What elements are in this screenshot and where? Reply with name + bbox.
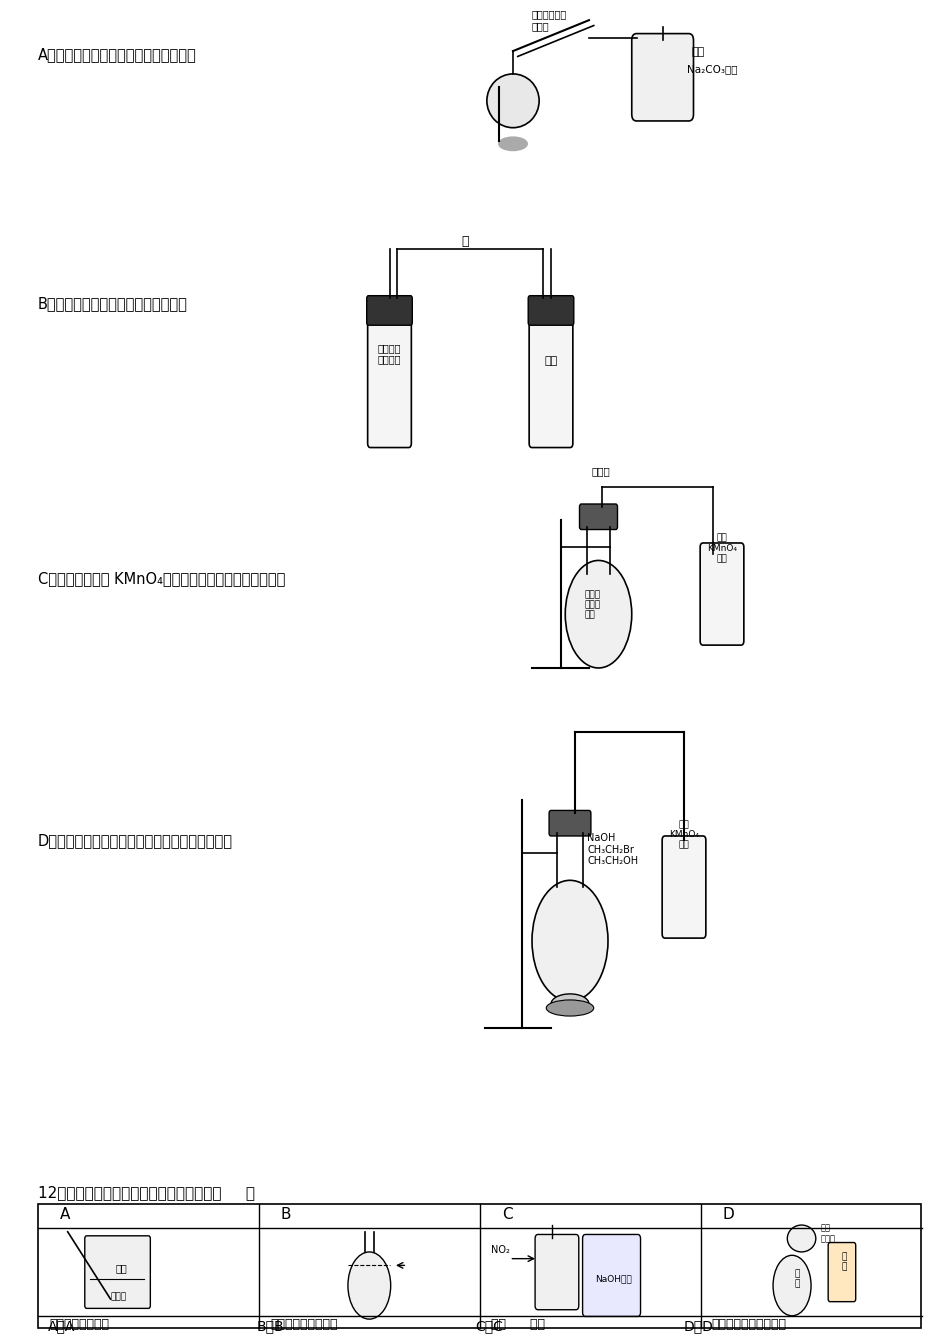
FancyBboxPatch shape [367,296,412,325]
Ellipse shape [788,1226,816,1253]
Text: 配制一定浓度的溶液: 配制一定浓度的溶液 [270,1318,337,1332]
FancyBboxPatch shape [368,319,411,448]
Text: 饱和
食盐水: 饱和 食盐水 [821,1223,836,1243]
Text: C．丙图装置酸性 KMnO₄溶液中出现气泡且颜色逐渐褪去: C．丙图装置酸性 KMnO₄溶液中出现气泡且颜色逐渐褪去 [38,571,285,586]
Ellipse shape [532,880,608,1001]
Ellipse shape [486,74,540,128]
Text: NO₂: NO₂ [490,1245,509,1255]
FancyBboxPatch shape [828,1242,856,1301]
Ellipse shape [348,1253,390,1320]
Text: D．丁装置用于验证溴乙烷发生消去反应生成烯烃: D．丁装置用于验证溴乙烷发生消去反应生成烯烃 [38,833,233,848]
FancyBboxPatch shape [580,504,618,530]
FancyBboxPatch shape [582,1234,640,1317]
FancyBboxPatch shape [535,1234,579,1309]
Ellipse shape [551,995,589,1013]
Text: 12、下列实验操作或装置能达到目的的是（     ）: 12、下列实验操作或装置能达到目的的是（ ） [38,1185,255,1200]
FancyBboxPatch shape [85,1236,150,1309]
FancyBboxPatch shape [700,543,744,645]
Text: 电
石: 电 石 [794,1269,800,1289]
Text: NaOH溶液: NaOH溶液 [596,1274,633,1284]
Text: 没有石
蜡油的
石棉: 没有石 蜡油的 石棉 [584,590,600,620]
Text: 乙醇、乙酸、
浓硫酸: 乙醇、乙酸、 浓硫酸 [532,9,567,31]
Text: 收集      气体: 收集 气体 [491,1318,544,1332]
Text: A．甲可用于实验室制取和收集乙酸乙酯: A．甲可用于实验室制取和收集乙酸乙酯 [38,47,197,62]
FancyBboxPatch shape [662,836,706,938]
Text: 苯: 苯 [462,235,469,249]
Ellipse shape [499,137,527,151]
Text: 酸性
KMnO₄
溶液: 酸性 KMnO₄ 溶液 [707,534,737,563]
Text: 酸性高锰
酸钾溶液: 酸性高锰 酸钾溶液 [378,343,401,364]
FancyBboxPatch shape [632,34,694,121]
Text: 溴
水: 溴 水 [842,1253,847,1271]
Text: 溴水: 溴水 [544,356,558,366]
Text: C: C [502,1207,512,1222]
Text: B．B: B．B [256,1320,284,1333]
Text: D: D [723,1207,734,1222]
Text: B．乙可用于验证苯中是否有碳碳双键: B．乙可用于验证苯中是否有碳碳双键 [38,296,188,310]
FancyBboxPatch shape [528,296,574,325]
Ellipse shape [546,1000,594,1016]
FancyBboxPatch shape [529,319,573,448]
Text: 证明乙炔可使溴水褪色: 证明乙炔可使溴水褪色 [712,1318,787,1332]
Text: B: B [281,1207,292,1222]
Text: A．A: A．A [48,1320,75,1333]
Text: D．D: D．D [684,1320,713,1333]
Ellipse shape [565,560,632,668]
Text: A: A [60,1207,70,1222]
FancyBboxPatch shape [549,810,591,836]
Text: 碎瓷片: 碎瓷片 [591,466,610,476]
Text: 饱和: 饱和 [692,47,705,56]
Text: 乙醇: 乙醇 [115,1263,127,1274]
Text: Na₂CO₃溶液: Na₂CO₃溶液 [687,65,737,74]
Text: 酸性
KMnO₄
溶液: 酸性 KMnO₄ 溶液 [669,820,699,849]
Bar [38,1204,921,1328]
Text: NaOH
CH₃CH₂Br
CH₃CH₂OH: NaOH CH₃CH₂Br CH₃CH₂OH [587,833,638,867]
Ellipse shape [773,1255,811,1316]
Text: C．C: C．C [475,1320,503,1333]
Text: 混合浓硫酸和乙醇: 混合浓硫酸和乙醇 [49,1318,109,1332]
Text: 浓硫酸: 浓硫酸 [110,1293,126,1301]
